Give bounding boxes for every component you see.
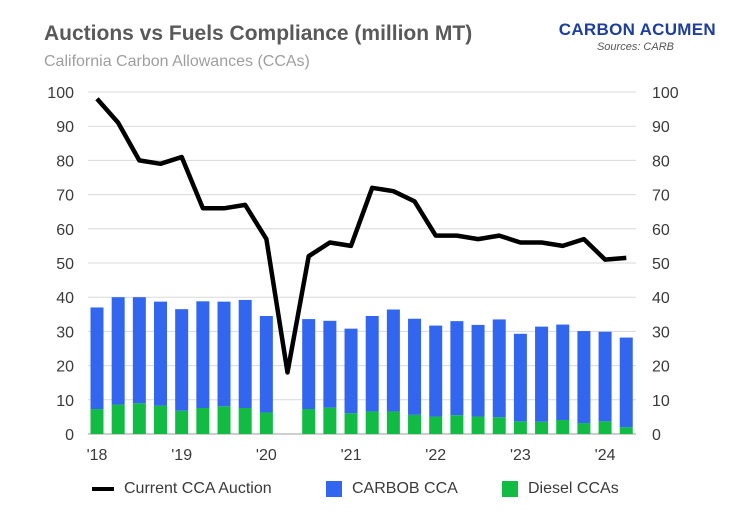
- y-tick-label-left: 10: [56, 393, 74, 410]
- x-tick-label: '20: [256, 447, 277, 464]
- diesel-bar: [302, 409, 316, 434]
- carbob-bar: [90, 307, 104, 410]
- legend-label-auction: Current CCA Auction: [124, 480, 272, 497]
- diesel-bar: [408, 414, 422, 434]
- diesel-bar: [90, 409, 104, 434]
- carbob-bar: [323, 320, 337, 408]
- diesel-bar: [154, 405, 168, 434]
- y-tick-label-left: 20: [56, 359, 74, 376]
- diesel-bar: [429, 416, 443, 434]
- carbob-bar: [513, 333, 527, 422]
- carbob-bar: [344, 328, 358, 414]
- diesel-bar: [259, 412, 273, 434]
- diesel-bar: [238, 408, 252, 434]
- diesel-bar: [323, 407, 337, 434]
- carbob-bar: [577, 331, 591, 424]
- y-tick-label-left: 100: [47, 85, 74, 102]
- brand-block: CARBON ACUMEN Sources: CARB: [559, 20, 716, 53]
- y-tick-label-right: 80: [652, 153, 670, 170]
- diesel-bar: [111, 404, 125, 434]
- x-tick-label: '18: [87, 447, 108, 464]
- carbob-bar: [408, 318, 422, 415]
- diesel-bar: [344, 413, 358, 434]
- y-tick-label-right: 50: [652, 256, 670, 273]
- x-tick-label: '19: [171, 447, 192, 464]
- y-tick-label-right: 100: [652, 85, 679, 102]
- carbob-bar: [196, 301, 210, 409]
- y-tick-label-right: 10: [652, 393, 670, 410]
- carbob-bar: [154, 301, 168, 406]
- y-tick-label-right: 90: [652, 119, 670, 136]
- y-tick-label-left: 0: [65, 427, 74, 444]
- carbob-bar: [365, 316, 379, 412]
- x-tick-label: '23: [510, 447, 531, 464]
- carbob-bar: [619, 337, 633, 428]
- y-tick-label-right: 40: [652, 290, 670, 307]
- diesel-bar: [365, 411, 379, 434]
- carbob-bar: [259, 316, 273, 413]
- brand-logo-text: CARBON ACUMEN: [558, 20, 716, 39]
- diesel-bar: [132, 403, 146, 434]
- diesel-bar: [577, 423, 591, 434]
- y-tick-label-right: 20: [652, 359, 670, 376]
- diesel-bar: [513, 421, 527, 434]
- y-tick-label-left: 90: [56, 119, 74, 136]
- diesel-bar: [619, 427, 633, 434]
- carbob-bar: [175, 309, 189, 411]
- diesel-bar: [175, 410, 189, 434]
- carbob-bar: [238, 299, 252, 409]
- carbob-bar: [598, 331, 612, 422]
- carbob-bar: [535, 326, 549, 422]
- chart-plot: 0 0 10 10 20 20 30 30 40 40 50 50 60 60 70 70 80 80 90 90 10…: [47, 85, 679, 464]
- auction-price-line: [95, 97, 627, 375]
- carbob-bar: [302, 319, 316, 410]
- legend-label-diesel: Diesel CCAs: [528, 480, 619, 497]
- legend-line-swatch: [92, 487, 114, 491]
- y-tick-label-left: 60: [56, 222, 74, 239]
- legend-label-carbob: CARBOB CCA: [352, 480, 458, 497]
- diesel-bar: [196, 408, 210, 434]
- carbob-bar: [132, 297, 146, 404]
- y-tick-label-right: 60: [652, 222, 670, 239]
- carbob-bar: [386, 309, 400, 412]
- diesel-bar: [217, 406, 231, 434]
- diesel-bar: [386, 411, 400, 434]
- y-tick-label-left: 70: [56, 188, 74, 205]
- chart-legend: Current CCA Auction CARBOB CCA Diesel CC…: [0, 480, 730, 504]
- legend-item-diesel: Diesel CCAs: [502, 480, 619, 498]
- y-tick-label-right: 0: [652, 427, 661, 444]
- carbob-bar: [492, 319, 506, 418]
- x-tick-label: '22: [425, 447, 446, 464]
- carbob-bar: [471, 324, 485, 417]
- legend-carbob-swatch: [326, 481, 342, 497]
- chart-subtitle: California Carbon Allowances (CCAs): [44, 53, 310, 70]
- carbob-bar: [111, 297, 125, 405]
- source-note: Sources: CARB: [596, 41, 674, 53]
- carbob-bar: [450, 321, 464, 416]
- carbob-bar: [429, 325, 443, 417]
- x-tick-label: '21: [341, 447, 362, 464]
- chart-title: Auctions vs Fuels Compliance (million MT…: [44, 22, 473, 45]
- diesel-bar: [556, 419, 570, 434]
- y-tick-label-left: 50: [56, 256, 74, 273]
- y-tick-label-left: 80: [56, 153, 74, 170]
- y-tick-label-left: 40: [56, 290, 74, 307]
- y-tick-label-right: 70: [652, 188, 670, 205]
- legend-diesel-swatch: [502, 481, 518, 497]
- carbob-bar: [556, 324, 570, 420]
- y-tick-label-left: 30: [56, 324, 74, 341]
- diesel-bar: [492, 417, 506, 434]
- x-tick-label: '24: [595, 447, 616, 464]
- y-tick-label-right: 30: [652, 324, 670, 341]
- legend-item-auction: Current CCA Auction: [92, 480, 272, 498]
- diesel-bar: [450, 415, 464, 434]
- diesel-bar: [471, 416, 485, 434]
- diesel-bar: [598, 421, 612, 434]
- carbob-bar: [217, 301, 231, 407]
- legend-item-carbob: CARBOB CCA: [326, 480, 458, 498]
- diesel-bar: [535, 421, 549, 434]
